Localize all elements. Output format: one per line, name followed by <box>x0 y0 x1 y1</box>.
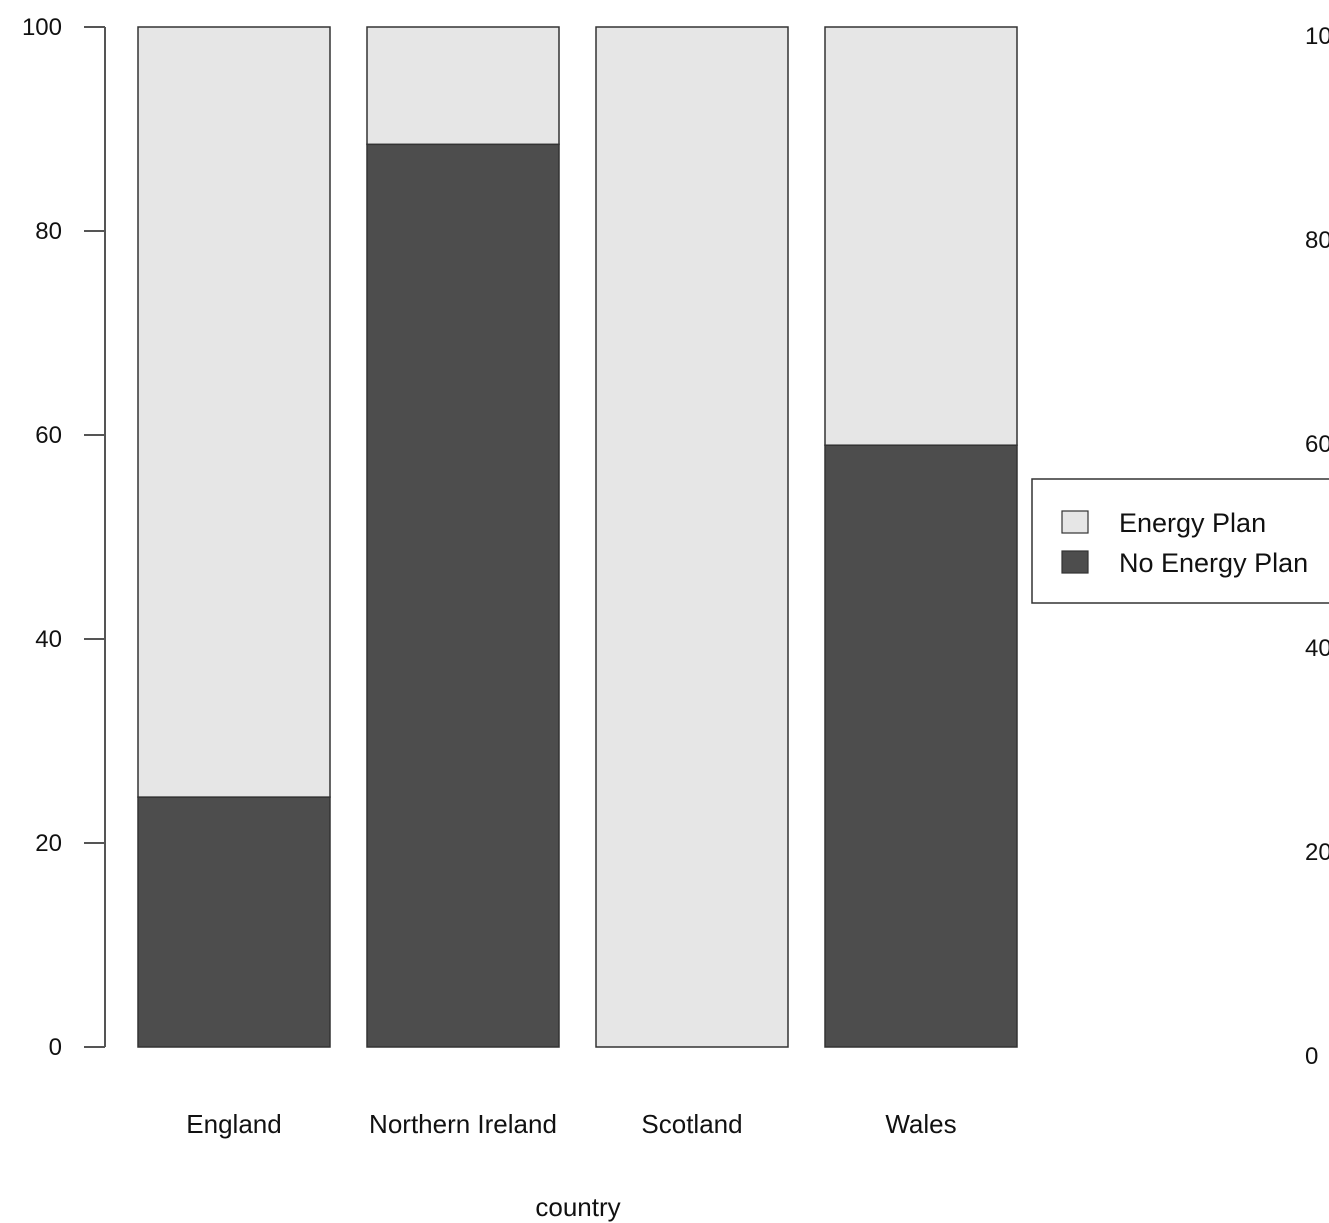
bar-wales-no-energy-plan <box>824 444 1018 1048</box>
right-axis-tick-label: 60 <box>1305 431 1329 458</box>
right-axis-tick-label: 40 <box>1305 635 1329 662</box>
y-tick-label: 20 <box>35 830 62 857</box>
bar-scotland-energy-plan <box>595 26 789 1048</box>
bar-england-no-energy-plan <box>137 796 331 1048</box>
bars-group <box>137 26 1018 1048</box>
x-tick-label: England <box>186 1109 281 1139</box>
x-tick-label: Scotland <box>641 1109 742 1139</box>
right-axis-tick-label: 20 <box>1305 839 1329 866</box>
legend-swatch <box>1061 550 1089 574</box>
right-axis-tick-label: 80 <box>1305 227 1329 254</box>
y-tick-label: 80 <box>35 218 62 245</box>
legend-label: Energy Plan <box>1119 508 1266 538</box>
x-tick-label: Wales <box>885 1109 956 1139</box>
x-tick-label: Northern Ireland <box>369 1109 557 1139</box>
x-axis-labels: England Northern Ireland Scotland Wales <box>186 1109 956 1139</box>
y-tick-label: 40 <box>35 626 62 653</box>
legend-box <box>1031 478 1329 604</box>
y-tick-label: 100 <box>22 14 62 41</box>
bar-wales-energy-plan <box>824 26 1018 446</box>
right-axis: 0 20 40 60 80 100 <box>1305 23 1329 1070</box>
right-axis-tick-label: 100 <box>1305 23 1329 50</box>
legend-label: No Energy Plan <box>1119 548 1308 578</box>
y-tick-label: 60 <box>35 422 62 449</box>
legend: Energy Plan No Energy Plan <box>1031 478 1329 604</box>
legend-swatch <box>1061 510 1089 534</box>
x-axis-title: country <box>535 1192 620 1222</box>
right-axis-tick-label: 0 <box>1305 1043 1318 1070</box>
y-tick-label: 0 <box>49 1034 62 1061</box>
bar-northern-ireland-no-energy-plan <box>366 143 560 1048</box>
bar-england-energy-plan <box>137 26 331 798</box>
bar-northern-ireland-energy-plan <box>366 26 560 146</box>
y-axis: 0 20 40 60 80 100 <box>22 14 106 1061</box>
